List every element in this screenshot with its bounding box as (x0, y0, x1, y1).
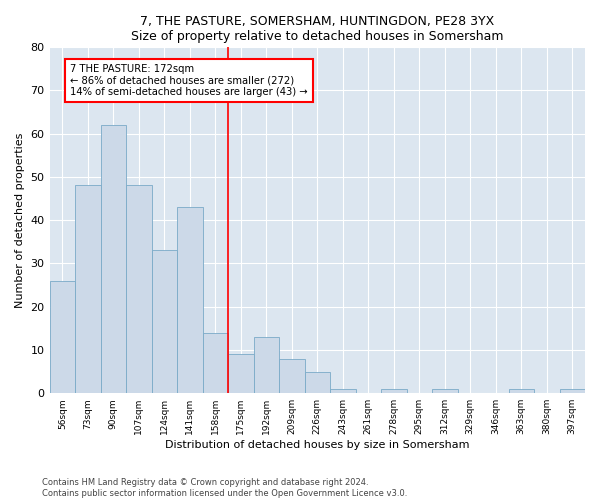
Bar (50, 280, 75, 393)
Bar (279, 358, 305, 393)
Bar (432, 389, 458, 393)
Bar (75, 186, 101, 393)
Bar (330, 389, 356, 393)
Text: 7 THE PASTURE: 172sqm
← 86% of detached houses are smaller (272)
14% of semi-det: 7 THE PASTURE: 172sqm ← 86% of detached … (70, 64, 308, 98)
Text: Contains HM Land Registry data © Crown copyright and database right 2024.
Contai: Contains HM Land Registry data © Crown c… (42, 478, 407, 498)
Bar (381, 389, 407, 393)
Bar (305, 372, 330, 393)
Bar (254, 337, 279, 393)
Bar (509, 389, 534, 393)
X-axis label: Distribution of detached houses by size in Somersham: Distribution of detached houses by size … (165, 440, 470, 450)
Bar (177, 207, 203, 393)
Bar (560, 389, 585, 393)
Bar (152, 250, 177, 393)
Bar (203, 332, 228, 393)
Bar (228, 354, 254, 393)
Bar (101, 125, 126, 393)
Title: 7, THE PASTURE, SOMERSHAM, HUNTINGDON, PE28 3YX
Size of property relative to det: 7, THE PASTURE, SOMERSHAM, HUNTINGDON, P… (131, 15, 503, 43)
Y-axis label: Number of detached properties: Number of detached properties (15, 132, 25, 308)
Bar (126, 186, 152, 393)
